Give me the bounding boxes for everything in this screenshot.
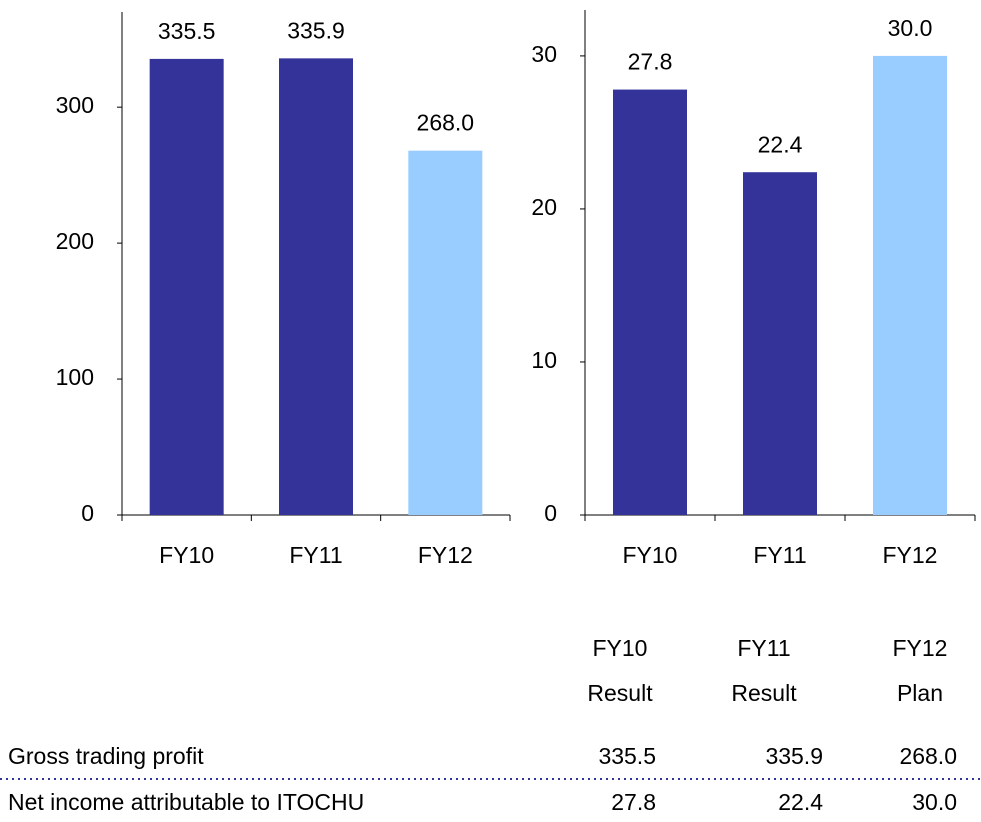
y-tick-label: 0: [544, 500, 557, 526]
x-tick-label: FY10: [623, 542, 678, 568]
value-label: 335.9: [287, 17, 345, 43]
bar: [743, 172, 817, 515]
y-tick-label: 0: [81, 500, 94, 526]
column-header: Plan: [897, 680, 943, 706]
y-tick-label: 10: [531, 347, 557, 373]
y-tick-label: 20: [531, 194, 557, 220]
cell: 268.0: [899, 743, 957, 769]
cell: 30.0: [912, 789, 957, 815]
bar: [149, 58, 224, 515]
value-label: 335.5: [158, 18, 216, 44]
x-tick-label: FY11: [289, 542, 342, 568]
y-tick-label: 200: [56, 228, 94, 254]
cell: 335.5: [598, 743, 656, 769]
bar: [613, 89, 687, 516]
y-tick-label: 300: [56, 92, 94, 118]
x-tick-label: FY10: [159, 542, 214, 568]
y-tick-label: 30: [531, 41, 557, 67]
column-header: FY11: [737, 635, 790, 661]
y-tick-label: 100: [56, 364, 94, 390]
row-label: Net income attributable to ITOCHU: [8, 789, 364, 815]
column-header: Result: [587, 680, 653, 706]
x-tick-label: FY12: [883, 542, 938, 568]
column-header: Result: [731, 680, 797, 706]
bar: [873, 55, 947, 516]
row-label: Gross trading profit: [8, 743, 204, 769]
bar: [408, 150, 483, 516]
bar: [279, 58, 353, 515]
column-header: FY10: [593, 635, 648, 661]
cell: 22.4: [778, 789, 823, 815]
value-label: 27.8: [628, 49, 673, 75]
cell: 27.8: [611, 789, 656, 815]
value-label: 268.0: [417, 110, 475, 136]
column-header: FY12: [893, 635, 948, 661]
cell: 335.9: [765, 743, 823, 769]
value-label: 30.0: [888, 15, 933, 41]
x-tick-label: FY12: [418, 542, 473, 568]
x-tick-label: FY11: [753, 542, 806, 568]
value-label: 22.4: [758, 131, 803, 157]
